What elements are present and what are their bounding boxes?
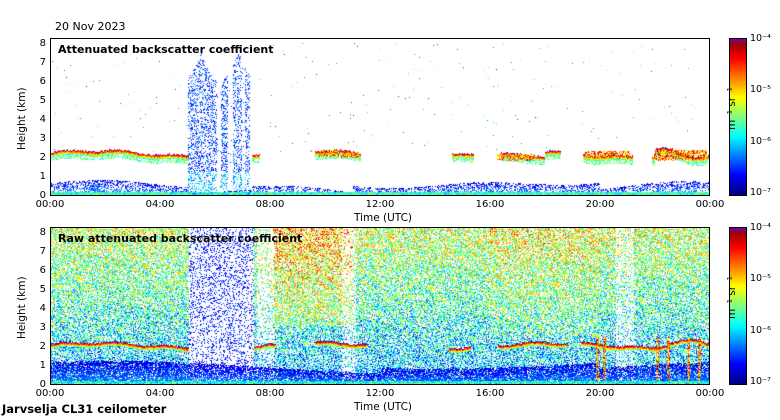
x-tick-0-bottom: 00:00 xyxy=(35,388,65,399)
y-tick-2-top: 2 xyxy=(39,152,46,163)
y-tick-7-bottom: 7 xyxy=(39,246,46,257)
cbar-tick-1-bottom: 10⁻⁵ xyxy=(750,273,771,284)
y-tick-3-bottom: 3 xyxy=(39,322,46,333)
y-tick-5-top: 5 xyxy=(39,95,46,106)
x-axis-label-bottom: Time (UTC) xyxy=(353,401,413,413)
y-tick-6-bottom: 6 xyxy=(39,265,46,276)
x-tick-5-bottom: 20:00 xyxy=(585,388,615,399)
colorbar-bottom xyxy=(729,227,747,385)
y-tick-4-bottom: 4 xyxy=(39,303,46,314)
y-tick-3-top: 3 xyxy=(39,133,46,144)
x-tick-6-bottom: 00:00 xyxy=(695,388,725,399)
y-tick-1-bottom: 1 xyxy=(39,360,46,371)
cbar-tick-2-bottom: 10⁻⁶ xyxy=(750,325,771,336)
x-tick-2-top: 08:00 xyxy=(255,199,285,210)
x-tick-4-bottom: 16:00 xyxy=(475,388,505,399)
panel-title-top: Attenuated backscatter coefficient xyxy=(58,43,274,56)
y-tick-5-bottom: 5 xyxy=(39,284,46,295)
station-label: Jarvselja CL31 ceilometer xyxy=(2,402,167,416)
y-tick-8-top: 8 xyxy=(39,38,46,49)
y-tick-0-top: 0 xyxy=(39,190,46,201)
cbar-tick-3-top: 10⁻⁷ xyxy=(750,187,771,198)
cbar-tick-0-top: 10⁻⁴ xyxy=(750,33,771,44)
panel-title-bottom: Raw attenuated backscatter coefficient xyxy=(58,232,303,245)
y-tick-4-top: 4 xyxy=(39,114,46,125)
y-tick-8-bottom: 8 xyxy=(39,227,46,238)
y-tick-6-top: 6 xyxy=(39,76,46,87)
y-tick-2-bottom: 2 xyxy=(39,341,46,352)
cbar-tick-3-bottom: 10⁻⁷ xyxy=(750,376,771,387)
date-label: 20 Nov 2023 xyxy=(55,20,126,33)
x-tick-2-bottom: 08:00 xyxy=(255,388,285,399)
colorbar-gradient-top xyxy=(730,39,746,195)
plot-area-raw-attenuated-backscatter[interactable] xyxy=(50,227,710,385)
x-tick-1-top: 04:00 xyxy=(145,199,175,210)
x-tick-6-top: 00:00 xyxy=(695,199,725,210)
heatmap-canvas-top xyxy=(51,39,709,195)
cbar-tick-2-top: 10⁻⁶ xyxy=(750,136,771,147)
plot-area-attenuated-backscatter[interactable] xyxy=(50,38,710,196)
cbar-tick-1-top: 10⁻⁵ xyxy=(750,84,771,95)
x-tick-4-top: 16:00 xyxy=(475,199,505,210)
x-tick-5-top: 20:00 xyxy=(585,199,615,210)
heatmap-canvas-bottom xyxy=(51,228,709,384)
x-axis-label-top: Time (UTC) xyxy=(353,212,413,224)
x-tick-0-top: 00:00 xyxy=(35,199,65,210)
x-tick-1-bottom: 04:00 xyxy=(145,388,175,399)
y-axis-label-bottom: Height (km) xyxy=(16,276,28,339)
colorbar-top xyxy=(729,38,747,196)
y-tick-7-top: 7 xyxy=(39,57,46,68)
y-axis-label-top: Height (km) xyxy=(16,87,28,150)
x-tick-3-top: 12:00 xyxy=(365,199,395,210)
colorbar-unit-bottom: m⁻¹ sr⁻¹ xyxy=(726,276,738,319)
colorbar-unit-top: m⁻¹ sr⁻¹ xyxy=(726,87,738,130)
cbar-tick-0-bottom: 10⁻⁴ xyxy=(750,222,771,233)
y-tick-1-top: 1 xyxy=(39,171,46,182)
x-tick-3-bottom: 12:00 xyxy=(365,388,395,399)
y-tick-0-bottom: 0 xyxy=(39,379,46,390)
colorbar-gradient-bottom xyxy=(730,228,746,384)
